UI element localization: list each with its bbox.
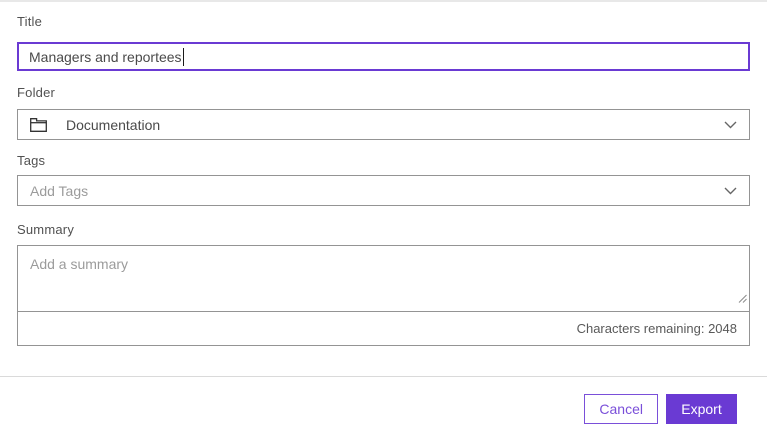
export-form: Title Managers and reportees Folder Docu… <box>17 14 750 346</box>
folder-icon <box>30 117 47 132</box>
dialog-actions: Cancel Export <box>0 394 767 424</box>
summary-footer: Characters remaining: 2048 <box>18 312 749 345</box>
cancel-button[interactable]: Cancel <box>584 394 658 424</box>
title-label: Title <box>17 14 43 29</box>
export-button[interactable]: Export <box>666 394 737 424</box>
title-input[interactable]: Managers and reportees <box>17 42 750 71</box>
tags-label: Tags <box>17 153 46 168</box>
characters-remaining-text: Characters remaining: 2048 <box>576 321 737 336</box>
text-cursor-caret <box>182 47 185 66</box>
dialog-top-edge <box>0 0 767 2</box>
chevron-down-icon <box>724 187 737 195</box>
chevron-down-icon <box>724 121 737 129</box>
summary-field-group: Characters remaining: 2048 <box>17 245 750 346</box>
footer-divider <box>0 376 767 377</box>
summary-textarea[interactable] <box>18 246 749 311</box>
tags-select[interactable]: Add Tags <box>17 175 750 206</box>
summary-label: Summary <box>17 222 75 237</box>
folder-label: Folder <box>17 85 56 100</box>
summary-textarea-zone <box>18 246 749 312</box>
resize-handle-icon[interactable] <box>738 290 747 308</box>
folder-selected-value: Documentation <box>66 116 161 133</box>
folder-select[interactable]: Documentation <box>17 109 750 140</box>
tags-placeholder: Add Tags <box>30 182 89 199</box>
title-input-value: Managers and reportees <box>29 48 182 65</box>
